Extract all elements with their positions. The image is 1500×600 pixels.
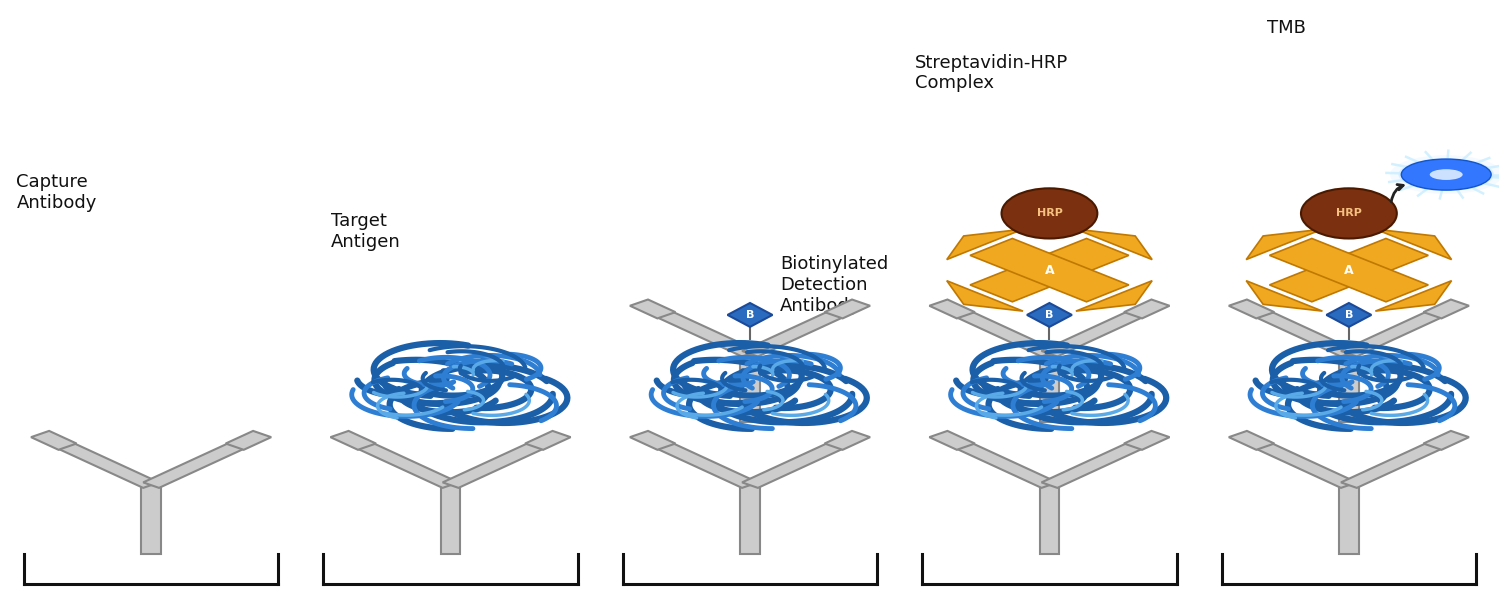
Polygon shape: [1244, 437, 1358, 488]
Polygon shape: [645, 437, 758, 488]
Polygon shape: [1076, 281, 1152, 311]
Polygon shape: [1376, 281, 1452, 311]
Polygon shape: [46, 437, 159, 488]
Polygon shape: [442, 437, 556, 488]
Polygon shape: [1028, 303, 1072, 327]
Text: HRP: HRP: [1036, 208, 1062, 218]
Ellipse shape: [1300, 188, 1396, 238]
Text: A: A: [1044, 263, 1054, 277]
Polygon shape: [32, 431, 76, 450]
Polygon shape: [525, 431, 570, 450]
Polygon shape: [1246, 281, 1323, 311]
Polygon shape: [944, 306, 1058, 356]
Polygon shape: [1228, 431, 1275, 450]
Bar: [1340, 354, 1359, 422]
Polygon shape: [742, 306, 855, 356]
Polygon shape: [1246, 229, 1323, 260]
Polygon shape: [345, 437, 459, 488]
Polygon shape: [825, 431, 870, 450]
Polygon shape: [645, 306, 758, 356]
Polygon shape: [1041, 437, 1155, 488]
Bar: [441, 485, 460, 554]
Text: Streptavidin-HRP
Complex: Streptavidin-HRP Complex: [915, 53, 1068, 92]
Ellipse shape: [1390, 155, 1500, 194]
Polygon shape: [930, 431, 975, 450]
Polygon shape: [728, 303, 772, 327]
Polygon shape: [1228, 299, 1275, 319]
Polygon shape: [1124, 431, 1170, 450]
Text: Biotinylated
Detection
Antibody: Biotinylated Detection Antibody: [780, 255, 888, 315]
Text: B: B: [1046, 310, 1053, 320]
Bar: [1340, 485, 1359, 554]
Polygon shape: [946, 281, 1023, 311]
Polygon shape: [1244, 306, 1358, 356]
Text: B: B: [746, 310, 754, 320]
Polygon shape: [142, 437, 256, 488]
Polygon shape: [225, 431, 272, 450]
Bar: [1040, 485, 1059, 554]
Bar: [141, 485, 160, 554]
Polygon shape: [930, 299, 975, 319]
Polygon shape: [946, 229, 1023, 260]
Bar: [1040, 354, 1059, 422]
Polygon shape: [1326, 303, 1371, 327]
Ellipse shape: [1407, 161, 1485, 188]
Polygon shape: [1341, 437, 1454, 488]
Polygon shape: [970, 238, 1130, 302]
Text: A: A: [1344, 263, 1353, 277]
Polygon shape: [1124, 299, 1170, 319]
Ellipse shape: [1398, 158, 1494, 191]
Polygon shape: [630, 299, 675, 319]
Text: TMB: TMB: [1266, 19, 1305, 37]
Polygon shape: [1269, 238, 1428, 302]
Polygon shape: [1041, 306, 1155, 356]
Polygon shape: [944, 437, 1058, 488]
Ellipse shape: [1401, 159, 1491, 190]
Polygon shape: [330, 431, 376, 450]
Text: Capture
Antibody: Capture Antibody: [16, 173, 96, 212]
Bar: [741, 354, 759, 422]
Ellipse shape: [1430, 169, 1462, 180]
Bar: [741, 485, 759, 554]
Polygon shape: [630, 431, 675, 450]
Text: HRP: HRP: [1336, 208, 1362, 218]
Polygon shape: [1424, 299, 1468, 319]
Text: B: B: [1344, 310, 1353, 320]
Polygon shape: [1076, 229, 1152, 260]
Polygon shape: [1376, 229, 1452, 260]
Polygon shape: [742, 437, 855, 488]
Polygon shape: [1424, 431, 1468, 450]
Polygon shape: [1341, 306, 1454, 356]
Text: Target
Antigen: Target Antigen: [332, 212, 400, 251]
Polygon shape: [825, 299, 870, 319]
Polygon shape: [1269, 238, 1428, 302]
Polygon shape: [970, 238, 1130, 302]
Ellipse shape: [1002, 188, 1098, 238]
